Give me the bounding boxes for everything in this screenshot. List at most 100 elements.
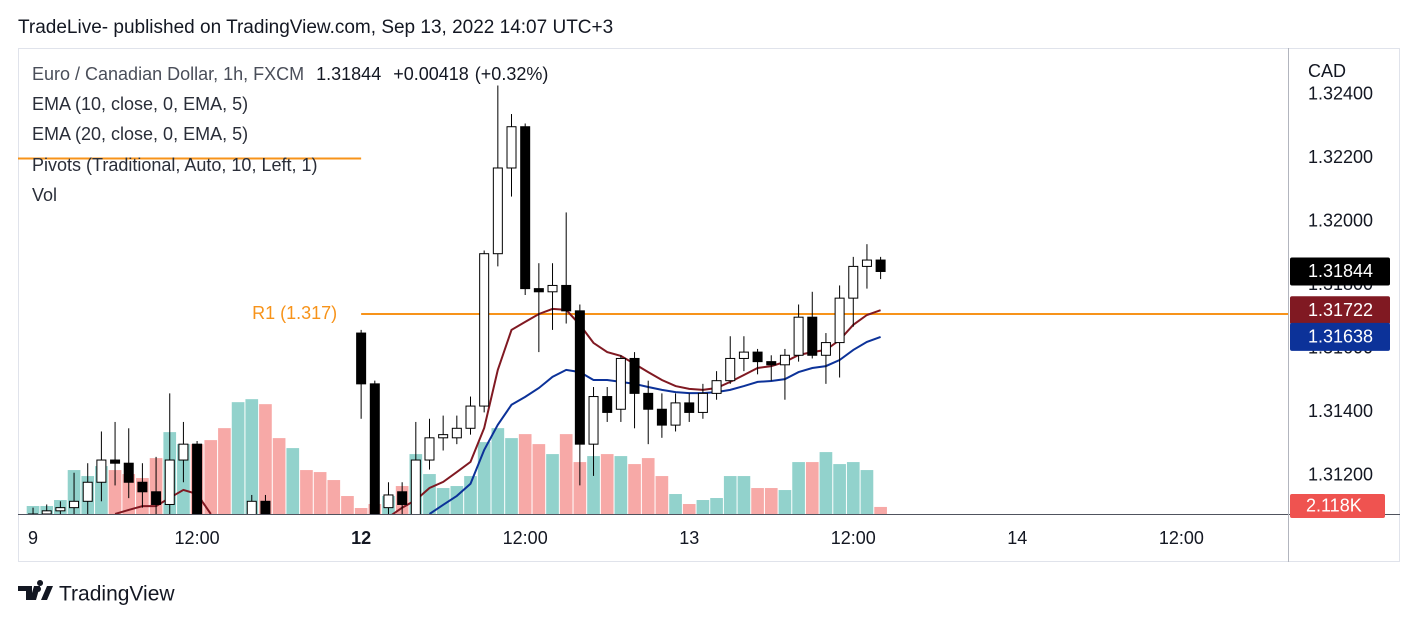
candle-body <box>506 126 517 169</box>
brand-logo: TradingView <box>18 580 175 606</box>
symbol-title: Euro / Canadian Dollar, 1h, FXCM <box>32 64 304 84</box>
y-tick-label: 1.31400 <box>1308 401 1373 421</box>
ema-value-label: 1.31722 <box>1308 300 1373 320</box>
last-price: 1.31844 <box>316 64 381 84</box>
candle-body <box>151 491 162 505</box>
volume-bar <box>655 476 669 514</box>
ema-value-label-bg <box>1290 296 1390 325</box>
candle-body <box>793 316 804 356</box>
volume-bar <box>272 438 286 514</box>
price-change-pct: (+0.32%) <box>475 64 549 84</box>
candle-body <box>834 297 845 344</box>
volume-bar <box>805 462 819 514</box>
logo-slash <box>41 586 53 600</box>
x-tick-label: 12:00 <box>175 528 220 548</box>
candle-body <box>260 500 271 514</box>
candle-body <box>752 351 763 363</box>
volume-bar <box>833 464 846 514</box>
candle-body <box>410 459 421 514</box>
last-price-label: 1.31844 <box>1308 261 1373 281</box>
plot-area: R1 (1.317) <box>18 85 1288 549</box>
x-tick-label: 12:00 <box>831 528 876 548</box>
volume-bar <box>628 464 641 514</box>
chart-frame <box>18 48 1400 562</box>
ema-value-label: 1.31638 <box>1308 327 1373 347</box>
candle-body <box>96 459 107 483</box>
candle-body <box>465 405 476 429</box>
volume-bar <box>108 470 122 514</box>
legend-main: Euro / Canadian Dollar, 1h, FXCM 1.31844 +… <box>32 64 548 84</box>
volume-bar <box>532 444 546 514</box>
currency: CAD <box>1308 61 1346 81</box>
volume-bar <box>737 476 751 514</box>
volume-label: 2.118K <box>1306 496 1362 516</box>
x-tick-label: 12:00 <box>1159 528 1204 548</box>
candle-body <box>246 500 257 514</box>
candle-body <box>82 481 93 502</box>
candle-body <box>424 437 435 461</box>
volume-bar <box>218 428 231 514</box>
candle-body <box>234 530 243 549</box>
volume-bar <box>600 454 614 514</box>
volume-bar <box>669 494 682 514</box>
volume-bar <box>204 440 218 514</box>
y-tick-label: 1.31200 <box>1308 465 1373 485</box>
volume-bar <box>846 462 860 514</box>
candle-body <box>69 500 80 509</box>
x-tick-label: 9 <box>28 528 38 548</box>
volume-bar <box>819 452 833 514</box>
candle-body <box>820 342 831 356</box>
candle-body <box>356 332 367 385</box>
candle-body <box>369 383 380 514</box>
volume-bar <box>751 488 764 514</box>
candle-body <box>588 396 599 445</box>
logo-dot <box>35 586 41 592</box>
candle-body <box>192 443 203 514</box>
volume-bar <box>450 486 464 514</box>
volume-bar <box>587 456 600 514</box>
legend-pivots: Pivots (Traditional, Auto, 10, Left, 1) <box>32 155 317 175</box>
candle-body <box>574 310 585 445</box>
candle-body <box>602 396 613 413</box>
volume-bar <box>860 470 874 514</box>
y-tick-label: 1.32400 <box>1308 84 1373 104</box>
volume-bar <box>874 506 887 514</box>
x-tick-label: 14 <box>1007 528 1027 548</box>
candle-body <box>670 402 681 426</box>
volume-bar <box>354 508 368 514</box>
candle-body <box>55 507 66 512</box>
volume-bar <box>518 434 532 514</box>
volume-bar <box>764 488 778 514</box>
candle-body <box>137 481 148 493</box>
volume-bar <box>286 448 300 514</box>
candle-body <box>123 462 134 483</box>
candle-body <box>684 402 695 413</box>
volume-bar <box>341 496 354 514</box>
volume-bar <box>327 480 341 514</box>
volume-bar <box>778 490 792 514</box>
candle-body <box>110 459 121 464</box>
legend-volume: Vol <box>32 185 57 205</box>
candle-body <box>561 284 572 312</box>
candle-body <box>383 494 394 509</box>
candle-body <box>711 380 722 394</box>
volume-bar <box>710 498 723 514</box>
volume-bar <box>491 428 505 514</box>
volume-bar <box>723 476 737 514</box>
last-price-label-bg <box>1290 257 1390 286</box>
candle-body <box>492 167 503 255</box>
candle-body <box>779 354 790 366</box>
pivot-label: R1 (1.317) <box>252 303 337 323</box>
candle-body <box>438 434 449 439</box>
volume-bar <box>696 500 710 514</box>
candle-body <box>807 316 818 356</box>
volume-bar <box>573 462 587 514</box>
candle-body <box>220 539 229 549</box>
volume-bar <box>231 402 245 514</box>
volume-bar <box>245 399 259 514</box>
candle-body <box>875 259 886 272</box>
candle-body <box>41 510 52 514</box>
candle-body <box>547 284 558 293</box>
y-tick-label: 1.32000 <box>1308 211 1373 231</box>
x-tick-label: 13 <box>679 528 699 548</box>
